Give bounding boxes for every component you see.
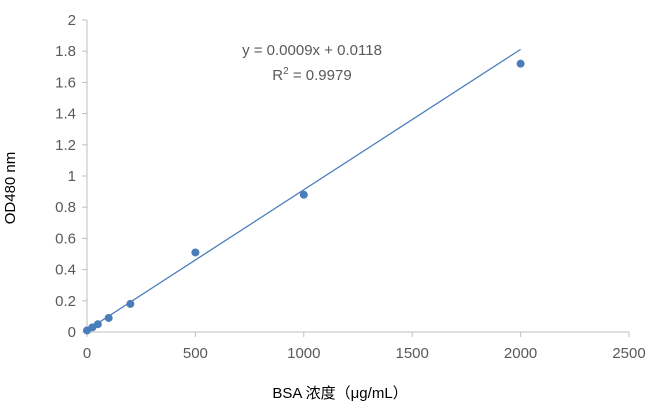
axes	[82, 19, 630, 337]
x-tick-label: 2500	[612, 345, 645, 362]
y-tick-label: 0	[68, 324, 76, 341]
x-tick-label: 1500	[396, 345, 429, 362]
y-tick-label: 1.6	[55, 74, 76, 91]
y-tick-label: 0.2	[55, 293, 76, 310]
y-tick-label: 0.4	[55, 262, 76, 279]
data-point	[93, 320, 102, 329]
y-axis-title: OD480 nm	[2, 152, 19, 225]
x-axis-title: BSA 浓度（μg/mL）	[272, 385, 407, 402]
y-tick-label: 1	[68, 168, 76, 185]
data-point	[191, 248, 200, 257]
y-tick-label: 1.8	[55, 43, 76, 60]
y-tick-label: 1.4	[55, 106, 76, 123]
data-point	[516, 59, 525, 68]
x-tick-label: 2000	[504, 345, 537, 362]
y-tick-labels: 0 0.2 0.4 0.6 0.8 1 1.2 1.4 1.6 1.8 2	[55, 12, 76, 341]
r-squared-label: R2 = 0.9979	[272, 66, 351, 84]
data-point	[104, 313, 113, 322]
x-tick-label: 500	[183, 345, 208, 362]
trendline	[86, 48, 521, 331]
y-tick-label: 2	[68, 12, 76, 29]
data-point	[299, 190, 308, 199]
y-tick-label: 0.6	[55, 230, 76, 247]
data-point	[126, 299, 135, 308]
x-tick-label: 0	[83, 345, 91, 362]
y-tick-label: 1.2	[55, 137, 76, 154]
x-tick-label: 1000	[287, 345, 320, 362]
r-squared-superscript: 2	[283, 66, 289, 77]
y-tick-label: 0.8	[55, 199, 76, 216]
data-points	[83, 59, 525, 335]
r-squared-value: = 0.9979	[289, 67, 352, 84]
x-tick-labels: 0 500 1000 1500 2000 2500	[83, 345, 646, 362]
r-squared-letter: R	[272, 67, 283, 84]
trendline-equation: y = 0.0009x + 0.0118	[242, 42, 382, 59]
trendline-layer	[86, 48, 521, 331]
